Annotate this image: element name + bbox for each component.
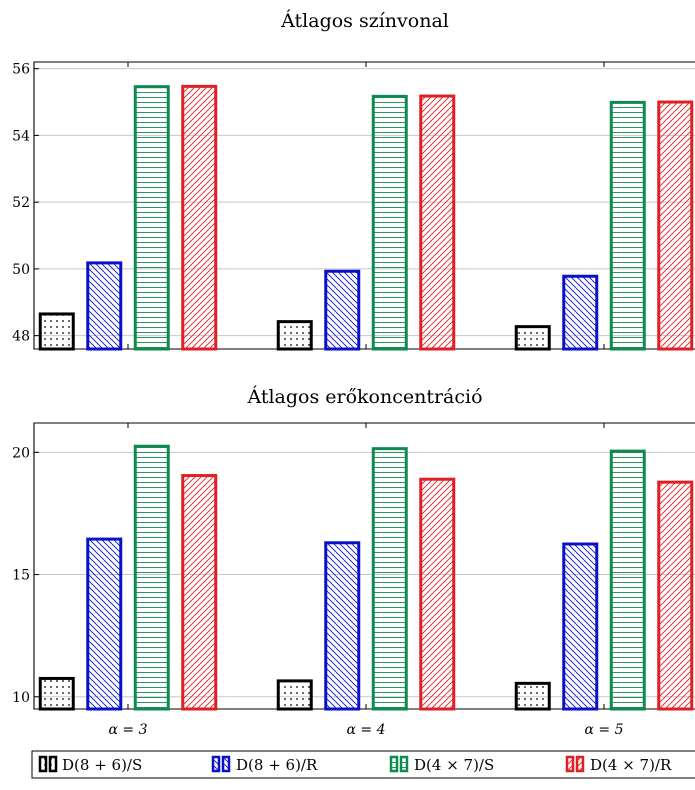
chart-2-bar [276, 679, 313, 711]
legend-swatch-3a [389, 755, 399, 773]
chart-1-bar [181, 84, 218, 351]
legend-swatch-3b [399, 755, 409, 773]
chart-2-bar [657, 480, 694, 711]
chart-1-ytick-label: 48 [12, 329, 30, 345]
chart-1-bar [324, 269, 361, 351]
chart-2-category-label: α = 5 [585, 722, 624, 738]
legend-label-3: D(4 × 7)/S [414, 756, 494, 774]
legend-swatch-4a [565, 755, 575, 773]
chart-1-bar [562, 274, 599, 351]
chart-2-ytick-label: 20 [12, 445, 30, 461]
chart-1-bar [419, 94, 456, 351]
legend: D(8 + 6)/S D(8 + 6)/R D(4 × 7)/S D(4 × 7… [31, 750, 695, 779]
chart-2-bar [419, 477, 456, 711]
chart-2-category-label: α = 4 [347, 722, 386, 738]
chart-1-bar [276, 320, 313, 351]
chart-1-plot: 48 50 52 54 56 [12, 61, 695, 351]
chart-2-bar [133, 444, 170, 711]
chart-2-bar [86, 537, 123, 711]
chart-1-bar [371, 94, 408, 351]
chart-2-bar [181, 474, 218, 711]
legend-label-1: D(8 + 6)/S [62, 756, 142, 774]
chart-2-bar [514, 681, 551, 711]
chart-2-title: Átlagos erőkoncentráció [246, 385, 482, 408]
legend-swatch-2a [211, 755, 221, 773]
chart-1-bar [657, 100, 694, 351]
chart-2-bar [371, 447, 408, 711]
legend-label-2: D(8 + 6)/R [236, 756, 318, 774]
legend-swatch-4b [575, 755, 585, 773]
legend-item-2: D(8 + 6)/R [211, 755, 318, 774]
chart-2-bar [609, 449, 646, 711]
chart-1-bar [133, 85, 170, 351]
chart-2-category-label: α = 3 [109, 722, 148, 738]
chart-1-title: Átlagos színvonal [280, 9, 449, 32]
legend-swatch-1a [38, 755, 48, 773]
chart-1-axes [33, 61, 695, 350]
chart-1-bar [609, 100, 646, 351]
chart-1-bar [38, 312, 75, 351]
chart-1-bar [86, 261, 123, 351]
chart-2-ytick-label: 10 [12, 690, 30, 706]
chart-2-bar [38, 676, 75, 711]
chart-1-ytick-label: 52 [12, 195, 30, 211]
legend-frame [31, 750, 695, 779]
legend-swatch-2b [221, 755, 231, 773]
chart-1-ytick-label: 54 [12, 128, 30, 144]
legend-item-1: D(8 + 6)/S [38, 755, 142, 774]
chart-1-ytick-label: 56 [12, 62, 30, 78]
legend-swatch-1b [48, 755, 58, 773]
legend-item-4: D(4 × 7)/R [565, 755, 672, 774]
chart-2-ytick-label: 15 [12, 568, 30, 584]
legend-item-3: D(4 × 7)/S [389, 755, 494, 774]
chart-2-bar [562, 542, 599, 711]
chart-1-bar [514, 325, 551, 351]
legend-label-4: D(4 × 7)/R [590, 756, 672, 774]
chart-2-axes [33, 422, 695, 710]
chart-2-plot: 10 15 20 α = 3 α = 4 α = 5 [12, 422, 695, 738]
chart-1-ytick-label: 50 [12, 262, 30, 278]
chart-2-bar [324, 541, 361, 711]
